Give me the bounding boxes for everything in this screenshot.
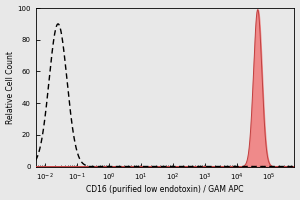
Y-axis label: Relative Cell Count: Relative Cell Count [6, 51, 15, 124]
X-axis label: CD16 (purified low endotoxin) / GAM APC: CD16 (purified low endotoxin) / GAM APC [86, 185, 244, 194]
